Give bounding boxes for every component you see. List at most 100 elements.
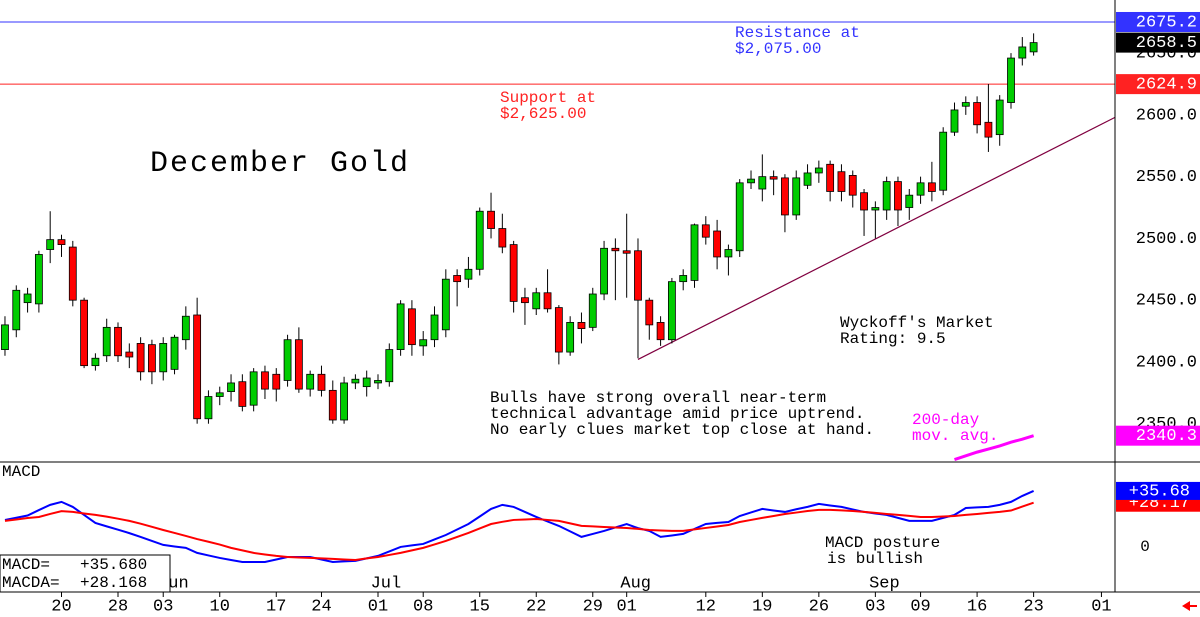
- candle-body: [554, 307, 563, 353]
- level-value: 2675.2: [1136, 13, 1197, 32]
- candle-body: [1029, 42, 1038, 53]
- candle-body: [385, 349, 394, 383]
- candle-body: [622, 250, 631, 254]
- candle-body: [634, 250, 642, 301]
- candle-body: [1018, 46, 1027, 59]
- macd-value-box: [1116, 481, 1200, 500]
- candle-body: [781, 177, 789, 216]
- x-tick-label: 16: [967, 597, 987, 616]
- candle-body: [430, 314, 439, 341]
- x-tick-label: 24: [311, 597, 331, 616]
- candle-body: [181, 315, 190, 341]
- candle-body: [261, 371, 269, 390]
- level-box: [1116, 11, 1200, 32]
- candle-body: [701, 224, 710, 238]
- candle-body: [441, 278, 450, 331]
- x-tick-label: 08: [413, 597, 433, 616]
- candle-body: [46, 239, 55, 250]
- candle-body: [204, 396, 213, 420]
- candle-body: [826, 163, 835, 192]
- candle-body: [939, 131, 948, 191]
- candle-body: [837, 171, 846, 192]
- candle-body: [487, 210, 495, 229]
- candle-body: [600, 247, 608, 295]
- annotation: No early clues market top close at hand.: [490, 421, 874, 439]
- x-tick-label: 22: [526, 597, 546, 616]
- candle-body: [351, 378, 360, 384]
- candle-body: [588, 293, 597, 328]
- y-tick-label: 0: [1140, 538, 1150, 556]
- candle-body: [114, 326, 122, 357]
- candle-body: [871, 207, 880, 211]
- candle-body: [419, 339, 428, 347]
- candle-body: [735, 182, 744, 252]
- level-box: [1116, 74, 1200, 95]
- candle-body: [848, 175, 857, 196]
- y-tick-label: 2400.0: [1136, 353, 1197, 372]
- x-tick-label: 03: [153, 597, 173, 616]
- legend-value: +35.680: [80, 556, 147, 574]
- annotation: Wyckoff's Market: [840, 314, 994, 332]
- x-tick-label: 12: [696, 597, 716, 616]
- candle-body: [577, 322, 586, 329]
- last-price-box: [1116, 32, 1200, 53]
- candle-body: [125, 351, 134, 358]
- candle-body: [498, 228, 507, 248]
- candle-body: [814, 167, 823, 174]
- macd-value: +35.68: [1129, 482, 1190, 501]
- moving-average-line: [954, 434, 1035, 461]
- candle-body: [464, 268, 473, 280]
- candle-body: [34, 254, 43, 305]
- candle-body: [475, 210, 484, 270]
- candle-body: [724, 249, 733, 258]
- candle-body: [927, 182, 936, 192]
- candle-body: [249, 371, 258, 406]
- candle-body: [973, 102, 981, 126]
- candle-body: [272, 373, 281, 390]
- candle-body: [769, 176, 778, 180]
- candle-body: [532, 292, 541, 310]
- macd-line: [4, 501, 1034, 561]
- candle-body: [374, 380, 382, 384]
- x-tick-label: 15: [470, 597, 490, 616]
- candle-body: [23, 293, 32, 304]
- candle-body: [294, 339, 303, 390]
- candle-body: [159, 343, 168, 373]
- candle-body: [57, 239, 66, 245]
- chart-title: December Gold: [150, 147, 410, 181]
- candle-body: [894, 181, 902, 211]
- candle-body: [984, 121, 993, 138]
- candle-body: [170, 336, 179, 370]
- candle-body: [238, 381, 247, 407]
- level-annotation: Resistance at: [735, 24, 860, 42]
- candle-body: [453, 275, 462, 283]
- candle-body: [758, 176, 767, 190]
- candle-body: [566, 322, 575, 353]
- candle-body: [1, 324, 9, 350]
- trendline: [637, 116, 1116, 361]
- legend-name: MACD=: [2, 556, 50, 574]
- candle-body: [283, 339, 292, 381]
- candle-body: [80, 299, 88, 367]
- annotation: MACD posture: [825, 534, 940, 552]
- moving-average-label: mov. avg.: [912, 427, 998, 445]
- candle-body: [91, 357, 100, 367]
- annotation: Rating: 9.5: [840, 330, 946, 348]
- candle-body: [803, 172, 812, 186]
- candle-body: [882, 181, 891, 211]
- candle-body: [306, 373, 315, 390]
- candle-body: [68, 246, 77, 301]
- last-price: 2658.5: [1136, 34, 1197, 53]
- scroll-arrow: [1182, 601, 1197, 611]
- candle-body: [916, 182, 925, 196]
- x-tick-label: 10: [210, 597, 230, 616]
- candle-body: [12, 289, 21, 331]
- candle-body: [995, 99, 1004, 136]
- candle-body: [227, 382, 235, 392]
- x-tick-label: 01: [616, 597, 636, 616]
- candle-body: [1007, 57, 1015, 103]
- annotation: technical advantage amid price uptrend.: [490, 405, 864, 423]
- candle-body: [792, 177, 801, 216]
